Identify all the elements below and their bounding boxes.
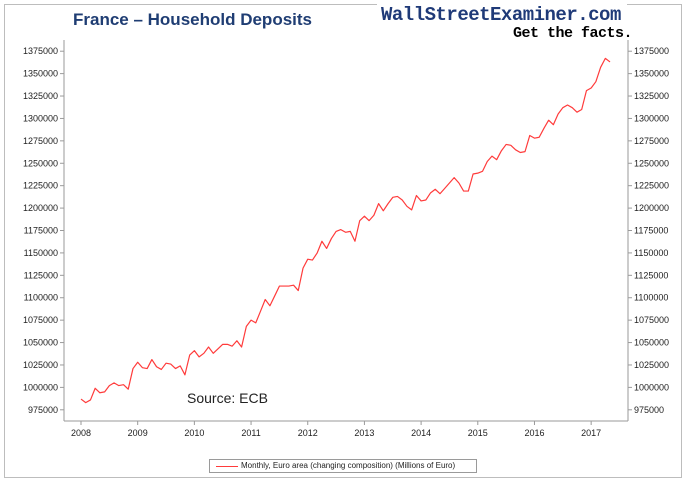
y-tick-label-right: 1100000	[634, 293, 668, 303]
y-tick-label-left: 1125000	[24, 270, 58, 280]
y-tick-label-left: 1150000	[24, 248, 58, 258]
legend: Monthly, Euro area (changing composition…	[209, 459, 477, 473]
source-annotation: Source: ECB	[187, 390, 268, 406]
y-tick-label-right: 1275000	[634, 136, 669, 146]
y-tick-label-right: 1325000	[634, 91, 669, 101]
y-tick-label-right: 1375000	[634, 46, 669, 56]
y-tick-label-right: 1050000	[634, 338, 669, 348]
y-tick-label-right: 1200000	[634, 203, 669, 213]
x-tick-label: 2010	[184, 428, 204, 438]
y-tick-label-left: 1225000	[23, 181, 58, 191]
brand-logo-text: WallStreetExaminer.com	[381, 4, 621, 26]
y-tick-label-left: 1325000	[23, 91, 58, 101]
y-tick-label-left: 1300000	[23, 113, 58, 123]
x-tick-label: 2011	[241, 428, 260, 438]
y-tick-label-right: 1300000	[634, 113, 669, 123]
y-tick-label-right: 1075000	[634, 315, 669, 325]
x-tick-label: 2015	[468, 428, 488, 438]
y-tick-label-right: 1025000	[634, 360, 669, 370]
x-tick-label: 2014	[411, 428, 431, 438]
y-tick-label-right: 1350000	[634, 69, 669, 79]
x-tick-label: 2016	[524, 428, 544, 438]
x-axis: 2008 2009 2010 2011 2012 2013 2014 2015 2016 2017	[64, 420, 628, 438]
y-axis-right: 975000 1000000 1025000 1050000 1075000 110000…	[627, 40, 669, 421]
series-line	[80, 57, 611, 404]
y-tick-label-left: 1025000	[23, 360, 58, 370]
y-tick-label-left: 1175000	[24, 226, 58, 236]
y-tick-label-right: 975000	[634, 405, 664, 415]
y-tick-label-right: 1175000	[634, 226, 668, 236]
y-tick-label-left: 1350000	[23, 69, 58, 79]
y-tick-label-right: 1225000	[634, 181, 669, 191]
y-tick-label-left: 1000000	[23, 382, 58, 392]
x-tick-label: 2013	[354, 428, 374, 438]
legend-swatch	[216, 466, 238, 467]
y-tick-label-left: 975000	[28, 405, 58, 415]
y-tick-label-left: 1050000	[23, 338, 58, 348]
x-tick-label: 2012	[298, 428, 318, 438]
chart-frame	[4, 4, 682, 478]
y-tick-label-left: 1375000	[23, 46, 58, 56]
y-tick-label-left: 1250000	[23, 158, 58, 168]
legend-label: Monthly, Euro area (changing composition…	[241, 461, 456, 470]
brand-tagline: Get the facts.	[513, 25, 633, 42]
brand-background	[377, 4, 627, 46]
x-tick-label: 2017	[581, 428, 601, 438]
y-tick-label-right: 1150000	[634, 248, 668, 258]
y-axis-left: 975000 1000000 1025000 1050000 1075000 110000…	[23, 40, 65, 421]
y-tick-label-left: 1075000	[23, 315, 58, 325]
y-tick-label-right: 1000000	[634, 382, 669, 392]
y-tick-label-right: 1125000	[634, 270, 668, 280]
y-tick-label-left: 1200000	[23, 203, 58, 213]
chart-title: France – Household Deposits	[73, 10, 312, 29]
x-tick-label: 2008	[71, 428, 91, 438]
y-tick-label-left: 1275000	[23, 136, 58, 146]
x-tick-label: 2009	[128, 428, 148, 438]
y-tick-label-right: 1250000	[634, 158, 669, 168]
y-tick-label-left: 1100000	[24, 293, 58, 303]
